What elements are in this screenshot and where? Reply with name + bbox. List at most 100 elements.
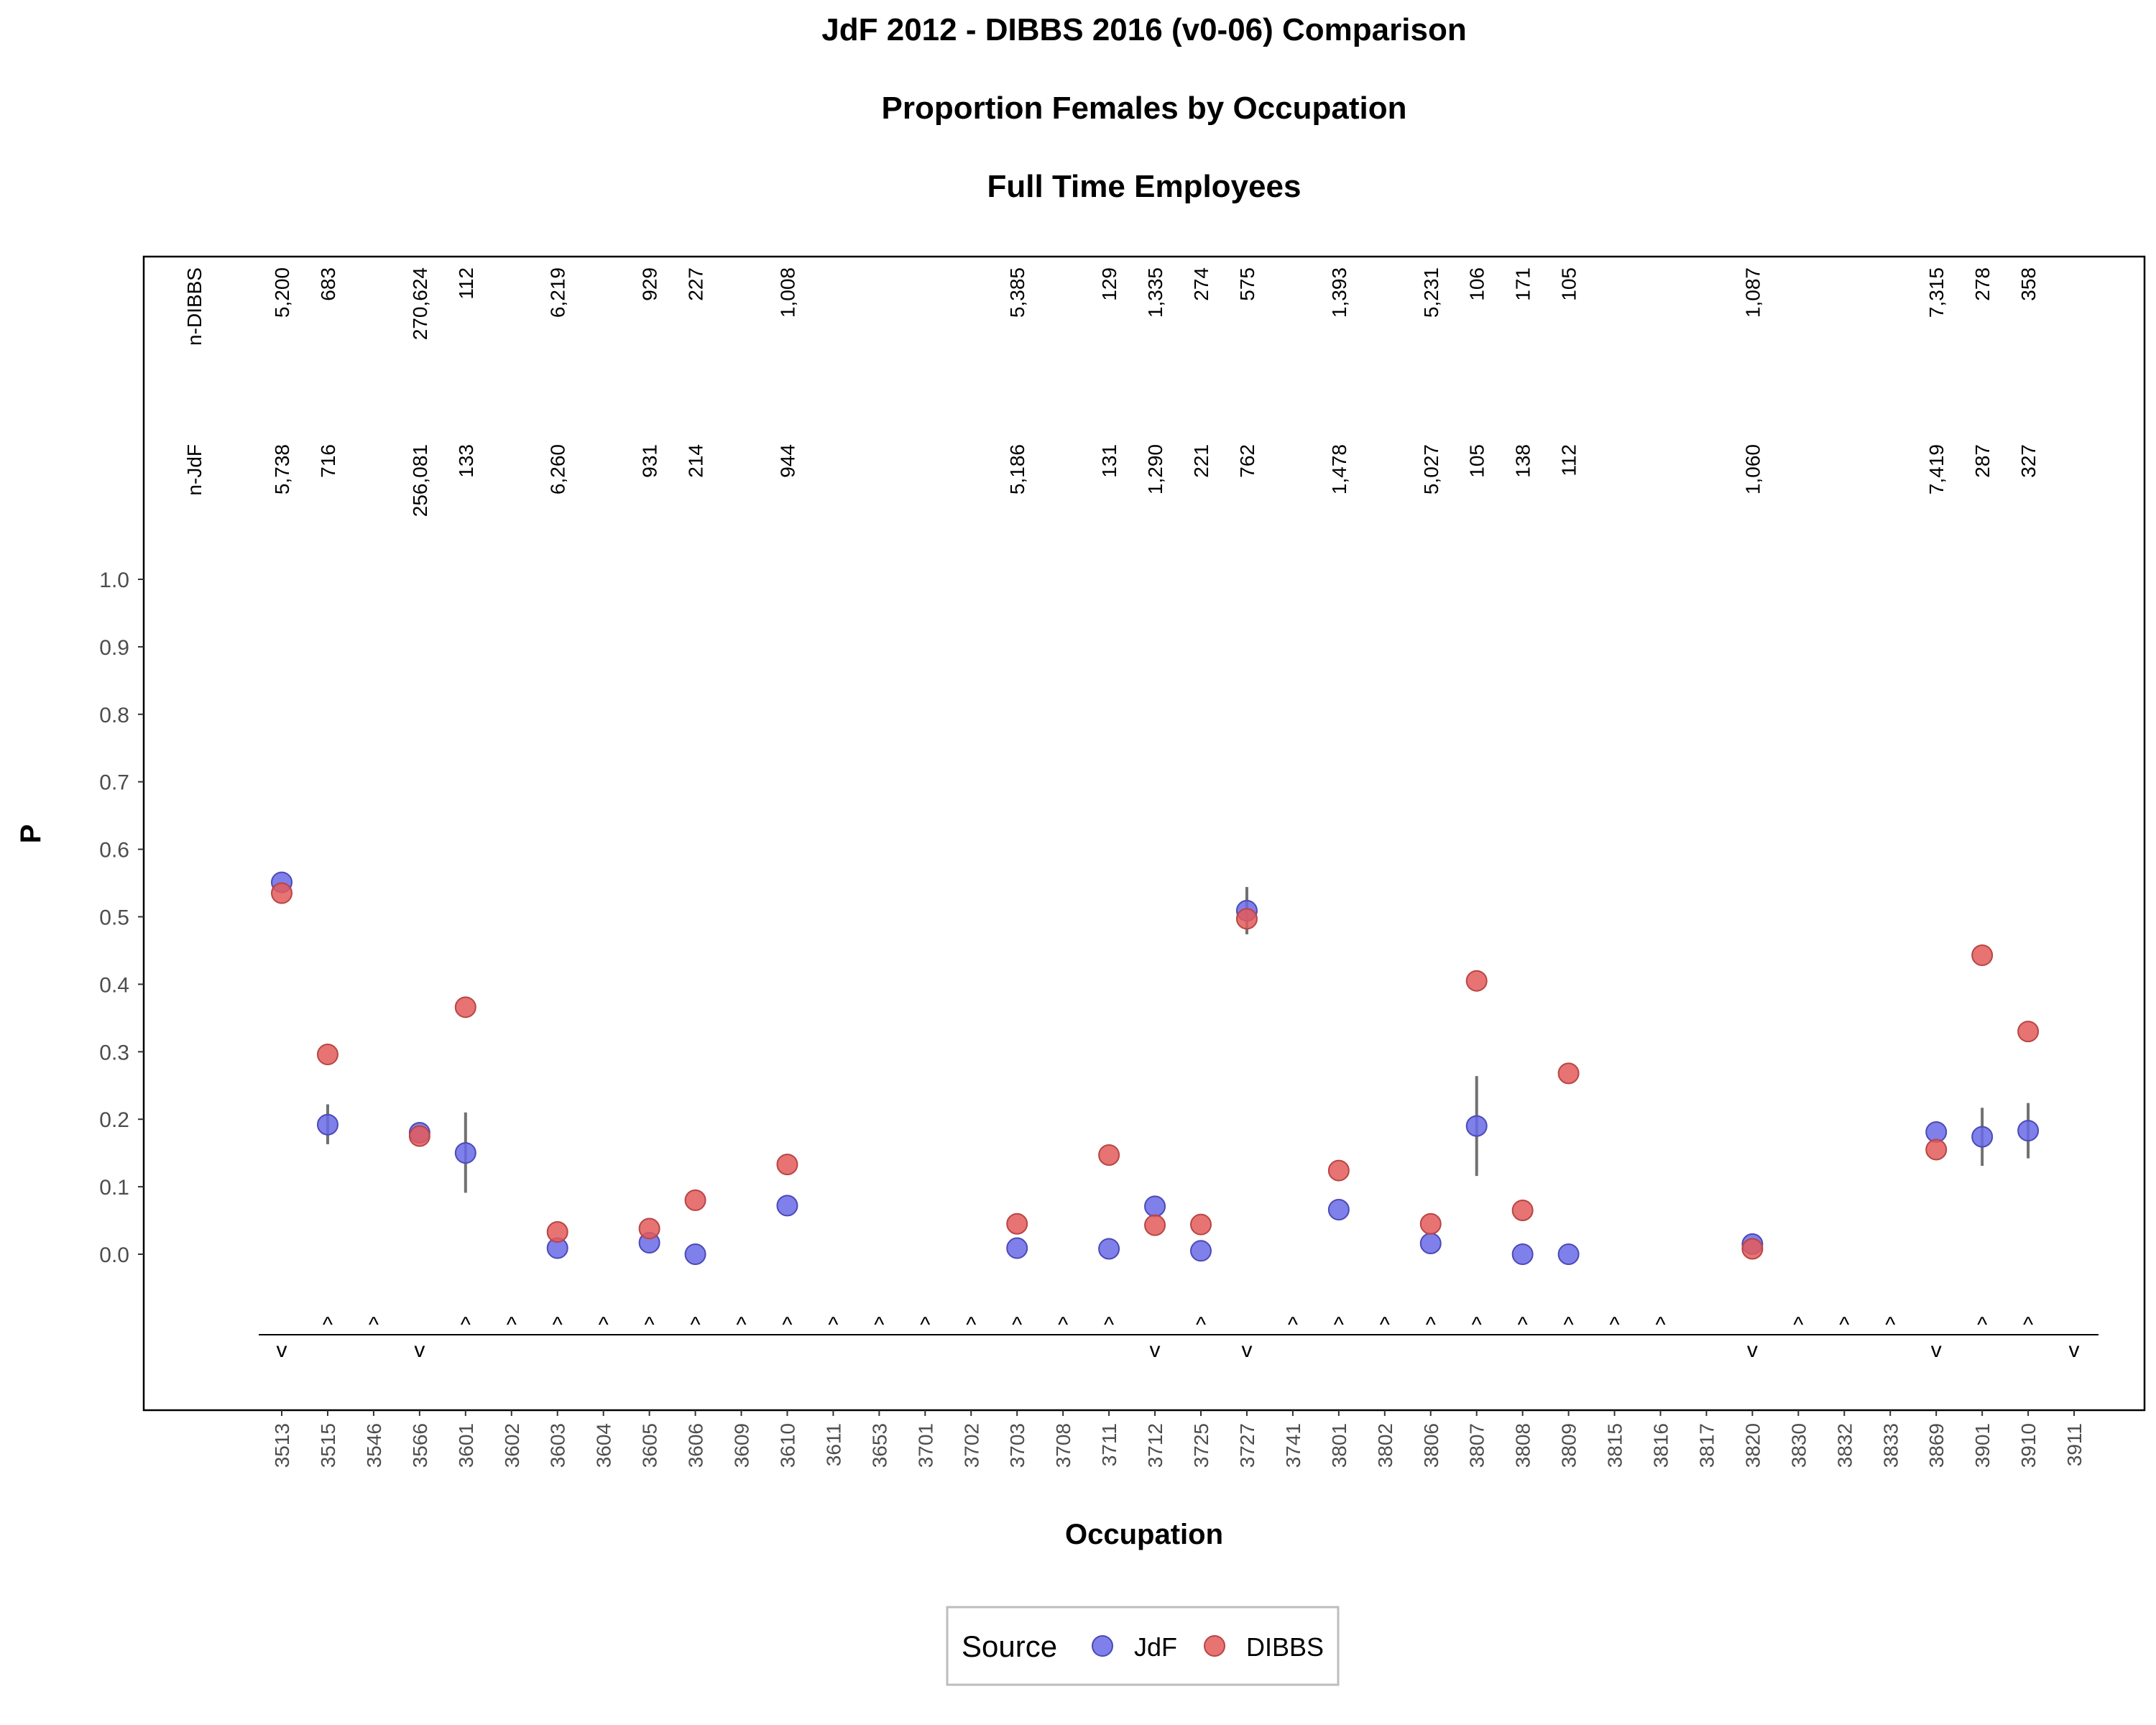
dibbs-point [1235, 908, 1258, 930]
x-tick-label: 3815 [1604, 1423, 1626, 1468]
dibbs-point [454, 996, 476, 1018]
marker-down: v [1150, 1338, 1161, 1362]
marker-up: ^ [782, 1313, 792, 1337]
n-jdf-label: 716 [317, 444, 339, 478]
x-tick-label: 3604 [593, 1423, 615, 1468]
n-jdf-label: 1,060 [1741, 444, 1764, 494]
dibbs-point [546, 1221, 568, 1243]
x-tick-label: 3802 [1374, 1423, 1396, 1468]
marker-up: ^ [1518, 1313, 1528, 1337]
marker-up: ^ [323, 1313, 333, 1337]
marker-row: v ^ ^ v ^ ^ ^ ^ ^ ^ ^ ^ ^ ^ ^ ^ ^ ^ ^ v ^ v ^ ^ ^ ^ ^ ^ ^ ^ ^ v ^ ^ ^ v ^ ^ v [259, 1313, 2099, 1362]
n-dibbs-label: 7,315 [1925, 267, 1948, 318]
n-dibbs-label: 5,231 [1420, 267, 1442, 318]
n-dibbs-label: 227 [685, 267, 707, 301]
n-dibbs-label: 5,200 [271, 267, 293, 318]
marker-down: v [277, 1338, 287, 1362]
n-dibbs-row-label: n-DIBBS [183, 267, 206, 346]
marker-up: ^ [369, 1313, 379, 1337]
y-tick-label: 0.6 [99, 839, 129, 862]
jdf-point [684, 1243, 706, 1265]
y-tick-label: 0.5 [99, 906, 129, 930]
y-axis: 0.0 0.1 0.2 0.3 0.4 0.5 0.6 0.7 0.8 0.9 1.0 [99, 569, 144, 1267]
x-tick-label: 3611 [822, 1423, 844, 1466]
marker-up: ^ [1288, 1313, 1298, 1337]
legend-label-dibbs: DIBBS [1246, 1632, 1324, 1662]
marker-up: ^ [736, 1313, 746, 1337]
jdf-point [2017, 1120, 2040, 1142]
x-tick-label: 3901 [1971, 1423, 1994, 1468]
x-tick-label: 3609 [731, 1423, 753, 1468]
n-dibbs-label: 1,008 [776, 267, 798, 318]
x-tick-label: 3601 [455, 1423, 477, 1468]
n-dibbs-label: 5,385 [1006, 267, 1028, 318]
x-tick-label: 3809 [1558, 1423, 1580, 1468]
marker-up: ^ [1564, 1313, 1574, 1337]
dibbs-point [1006, 1213, 1028, 1235]
marker-up: ^ [2023, 1313, 2033, 1337]
dibbs-point [1971, 944, 1994, 967]
x-tick-label: 3833 [1879, 1423, 1902, 1468]
dibbs-point [1741, 1238, 1764, 1260]
n-jdf-label: 762 [1236, 444, 1258, 478]
x-tick-label: 3708 [1052, 1423, 1074, 1468]
x-tick-label: 3610 [776, 1423, 798, 1468]
marker-up: ^ [1196, 1313, 1206, 1337]
legend-title: Source [962, 1629, 1057, 1663]
marker-up: ^ [461, 1313, 471, 1337]
chart-subtitle: Proportion Females by Occupation [881, 91, 1406, 126]
marker-up: ^ [828, 1313, 838, 1337]
marker-up: ^ [1977, 1313, 1987, 1337]
jdf-point [1971, 1126, 1994, 1148]
dibbs-point [1190, 1213, 1212, 1236]
dibbs-point [1098, 1144, 1120, 1166]
n-jdf-label: 5,186 [1006, 444, 1028, 494]
dibbs-point [1557, 1062, 1580, 1085]
y-tick-label: 0.2 [99, 1108, 129, 1132]
n-dibbs-label: 6,219 [547, 267, 569, 318]
x-tick-label: 3869 [1925, 1423, 1948, 1468]
x-axis: 3513 3515 3546 3566 3601 3602 3603 3604 3605 3606… [271, 1410, 2086, 1468]
legend-key-jdf [1092, 1635, 1113, 1657]
marker-up: ^ [645, 1313, 655, 1337]
marker-up: ^ [1058, 1313, 1068, 1337]
n-jdf-label: 221 [1190, 444, 1212, 478]
n-dibbs-label: 278 [1971, 267, 1994, 301]
x-tick-label: 3817 [1695, 1423, 1718, 1468]
x-tick-label: 3806 [1420, 1423, 1442, 1468]
y-tick-label: 0.4 [99, 973, 129, 997]
marker-down: v [2069, 1338, 2080, 1362]
jdf-point [776, 1195, 798, 1217]
y-tick-label: 0.9 [99, 636, 129, 660]
points [271, 871, 2040, 1265]
chart-title: JdF 2012 - DIBBS 2016 (v0-06) Comparison [821, 12, 1466, 47]
jdf-point [1327, 1199, 1350, 1221]
n-dibbs-label: 270,624 [409, 267, 431, 340]
dibbs-point [1925, 1138, 1948, 1161]
x-tick-label: 3832 [1833, 1423, 1856, 1468]
marker-up: ^ [1012, 1313, 1022, 1337]
x-tick-label: 3702 [960, 1423, 982, 1468]
marker-up: ^ [1334, 1313, 1344, 1337]
marker-up: ^ [920, 1313, 930, 1337]
jdf-point [316, 1113, 338, 1136]
n-jdf-label: 7,419 [1925, 444, 1948, 494]
x-tick-label: 3703 [1006, 1423, 1028, 1468]
x-tick-label: 3712 [1144, 1423, 1166, 1468]
marker-down: v [414, 1338, 425, 1362]
x-tick-label: 3820 [1741, 1423, 1764, 1468]
n-jdf-label: 131 [1098, 444, 1120, 478]
marker-down: v [1747, 1338, 1758, 1362]
dibbs-point [271, 882, 292, 904]
n-jdf-label: 138 [1512, 444, 1534, 478]
n-dibbs-label: 1,393 [1328, 267, 1350, 318]
jdf-point [1557, 1243, 1580, 1265]
dibbs-point [1465, 970, 1488, 992]
x-tick-label: 3653 [868, 1423, 890, 1468]
x-tick-label: 3727 [1236, 1423, 1258, 1468]
x-tick-label: 3606 [685, 1423, 707, 1468]
marker-up: ^ [1793, 1313, 1803, 1337]
n-jdf-row-label: n-JdF [183, 444, 206, 496]
x-tick-label: 3546 [363, 1423, 385, 1468]
